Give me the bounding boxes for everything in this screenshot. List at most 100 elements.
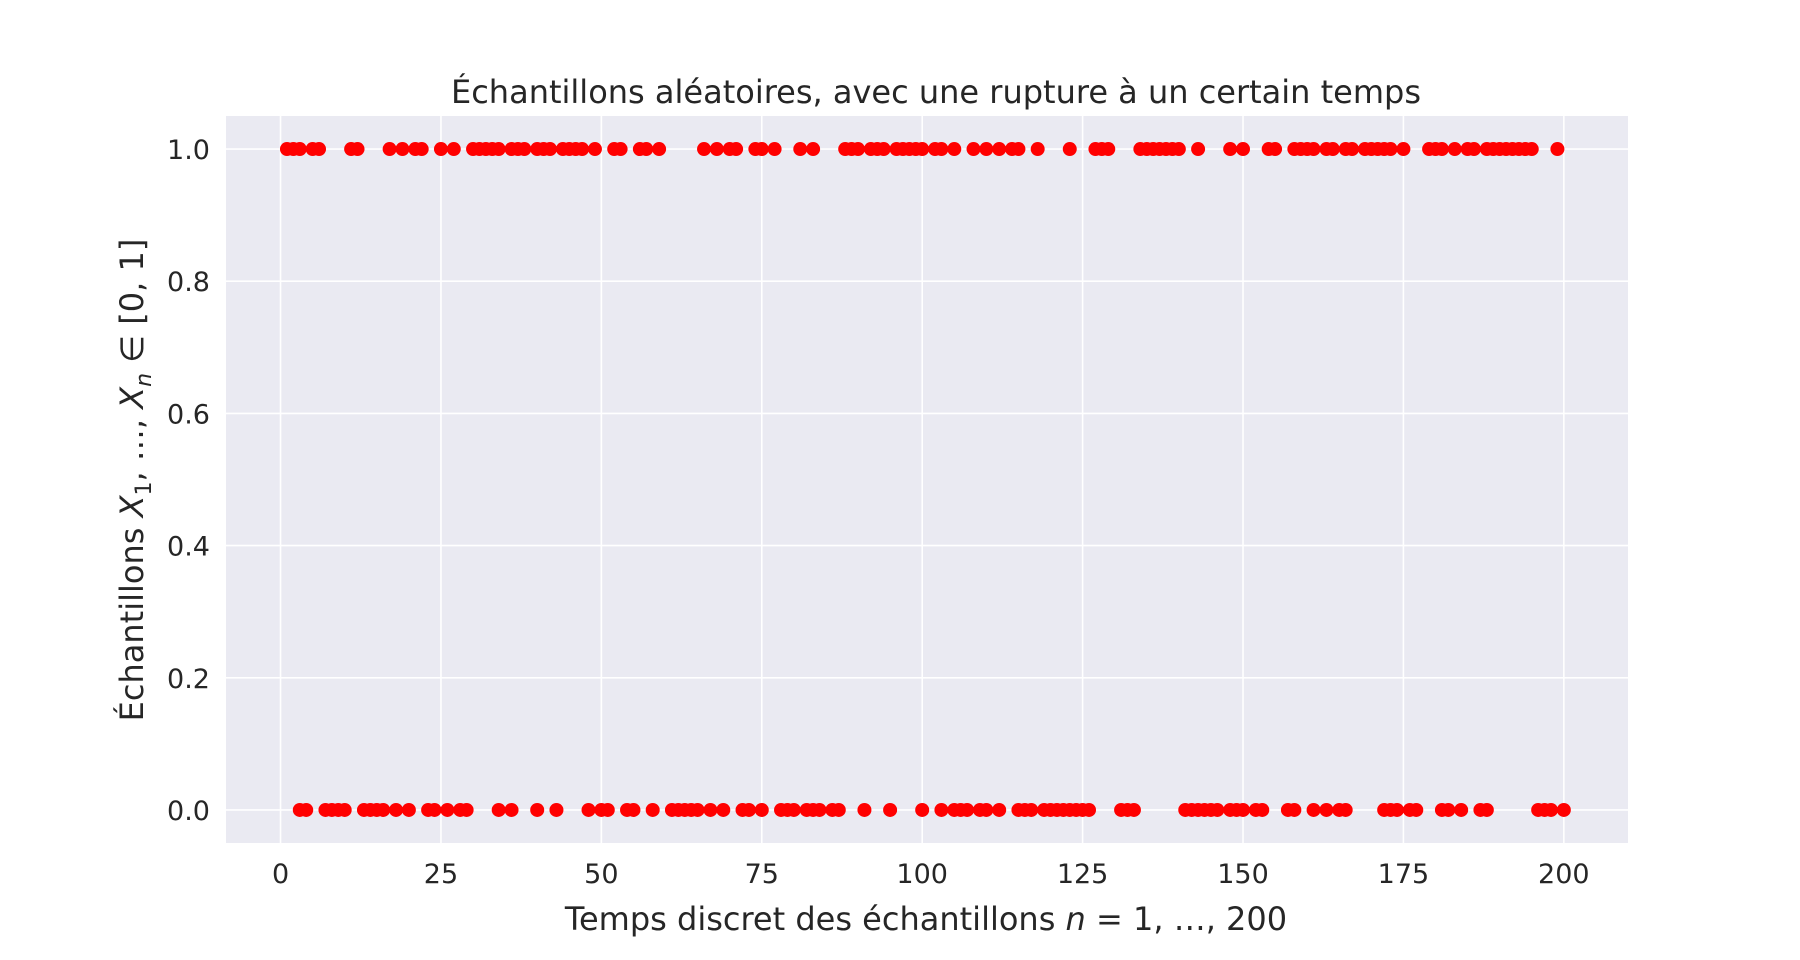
data-point	[1062, 142, 1077, 157]
data-point	[915, 142, 930, 157]
data-point	[1447, 142, 1462, 157]
data-point	[697, 142, 712, 157]
y-tick-label: 0.0	[167, 796, 210, 827]
data-point	[786, 802, 801, 817]
x-tick-label: 25	[424, 859, 458, 890]
data-point	[530, 802, 545, 817]
data-point	[645, 802, 660, 817]
x-tick-labels: 0 25 50 75 100 125 150 175 200	[272, 859, 1590, 890]
data-point	[741, 802, 756, 817]
y-axis-label-mid: , …,	[113, 409, 151, 482]
data-point	[491, 802, 506, 817]
data-point	[600, 802, 615, 817]
data-point	[1338, 802, 1353, 817]
x-axis-label: Temps discret des échantillons n = 1, …,…	[564, 900, 1287, 938]
data-point	[690, 802, 705, 817]
data-point	[433, 142, 448, 157]
y-tick-label: 0.8	[167, 267, 210, 298]
data-point	[1126, 802, 1141, 817]
data-point	[337, 802, 352, 817]
data-point	[806, 142, 821, 157]
data-point	[1345, 142, 1360, 157]
data-point	[549, 802, 564, 817]
data-point	[1236, 142, 1251, 157]
data-point	[754, 142, 769, 157]
data-point	[831, 802, 846, 817]
data-point	[992, 802, 1007, 817]
x-axis-label-suffix: = 1, …, 200	[1086, 900, 1287, 938]
data-point	[915, 802, 930, 817]
data-point	[446, 142, 461, 157]
y-axis-label-prefix: Échantillons	[113, 517, 151, 721]
data-point	[1396, 142, 1411, 157]
data-point	[389, 802, 404, 817]
data-point	[652, 142, 667, 157]
data-point	[979, 142, 994, 157]
data-point	[1255, 802, 1270, 817]
data-point	[613, 142, 628, 157]
data-point	[947, 142, 962, 157]
data-point	[883, 802, 898, 817]
data-point	[1467, 142, 1482, 157]
x-tick-label: 75	[745, 859, 779, 890]
data-point	[427, 802, 442, 817]
data-point	[1210, 802, 1225, 817]
chart-title: Échantillons aléatoires, avec une ruptur…	[451, 73, 1421, 111]
data-point	[960, 802, 975, 817]
data-point	[440, 802, 455, 817]
x-gridlines	[279, 116, 1565, 843]
data-point	[754, 802, 769, 817]
x-tick-label: 100	[896, 859, 948, 890]
data-point	[1171, 142, 1186, 157]
data-point	[767, 142, 782, 157]
data-point	[639, 142, 654, 157]
y-axis-label-subn: n	[132, 373, 157, 387]
y-tick-labels: 0.0 0.2 0.4 0.6 0.8 1.0	[167, 135, 210, 827]
y-axis-label-x1: X	[113, 494, 151, 519]
data-point	[1082, 802, 1097, 817]
data-point	[1306, 142, 1321, 157]
plot-area	[226, 116, 1628, 843]
data-point	[979, 802, 994, 817]
data-point	[414, 142, 429, 157]
data-point	[401, 802, 416, 817]
data-point	[812, 802, 827, 817]
data-point	[1479, 802, 1494, 817]
y-axis-label: Échantillons X1, …, Xn ∈ [0, 1]	[113, 239, 157, 722]
data-point	[1101, 142, 1116, 157]
data-point	[1550, 142, 1565, 157]
data-point	[1409, 802, 1424, 817]
data-point	[1434, 142, 1449, 157]
data-point	[703, 802, 718, 817]
data-point	[1325, 142, 1340, 157]
data-point	[1236, 802, 1251, 817]
data-point	[459, 802, 474, 817]
x-tick-label: 50	[584, 859, 618, 890]
data-point	[587, 142, 602, 157]
y-tick-label: 1.0	[167, 135, 210, 166]
x-axis-label-prefix: Temps discret des échantillons	[564, 900, 1066, 938]
x-tick-label: 150	[1217, 859, 1269, 890]
data-point	[716, 802, 731, 817]
y-axis-label-sub1: 1	[132, 481, 157, 495]
data-point	[1544, 802, 1559, 817]
x-tick-label: 200	[1538, 859, 1590, 890]
y-tick-label: 0.6	[167, 399, 210, 430]
data-point	[1306, 802, 1321, 817]
data-point	[312, 142, 327, 157]
y-axis-label-suffix: ∈ [0, 1]	[113, 239, 151, 373]
data-point	[1024, 802, 1039, 817]
data-point	[491, 142, 506, 157]
x-tick-label: 175	[1378, 859, 1430, 890]
data-point	[376, 802, 391, 817]
data-point	[1011, 142, 1026, 157]
series-one-points	[279, 142, 1565, 157]
data-point	[1223, 142, 1238, 157]
data-point	[857, 802, 872, 817]
data-point	[992, 142, 1007, 157]
data-point	[1524, 142, 1539, 157]
x-axis-label-var: n	[1066, 900, 1086, 938]
data-point	[966, 142, 981, 157]
data-point	[793, 142, 808, 157]
